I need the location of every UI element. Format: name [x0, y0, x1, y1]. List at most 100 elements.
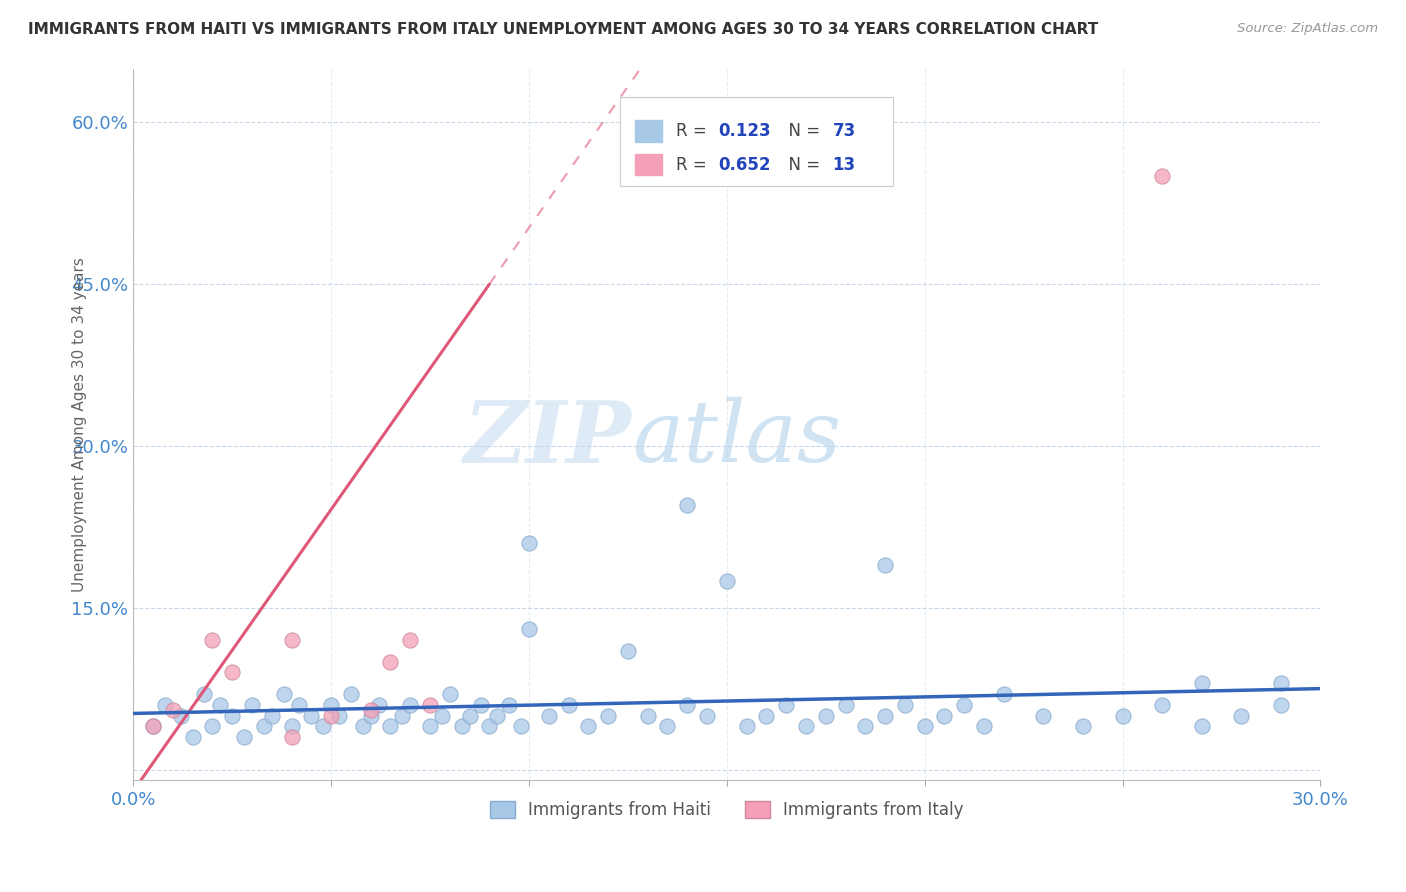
- Bar: [636, 154, 661, 176]
- Point: [280, 633, 302, 648]
- Point: [142, 719, 165, 733]
- Point: [617, 644, 640, 658]
- Point: [1152, 169, 1174, 184]
- Point: [201, 719, 224, 733]
- Point: [439, 687, 461, 701]
- Point: [458, 708, 481, 723]
- Point: [676, 169, 699, 184]
- Point: [1230, 708, 1253, 723]
- Point: [1191, 676, 1213, 690]
- Point: [260, 708, 283, 723]
- Point: [755, 708, 778, 723]
- Point: [735, 719, 758, 733]
- Point: [478, 719, 501, 733]
- Point: [914, 719, 936, 733]
- Text: R =: R =: [676, 155, 711, 174]
- Point: [380, 719, 402, 733]
- Point: [875, 558, 897, 572]
- Point: [181, 730, 204, 744]
- Point: [834, 698, 856, 712]
- Text: N =: N =: [778, 155, 825, 174]
- Point: [1152, 698, 1174, 712]
- Point: [470, 698, 492, 712]
- Point: [676, 698, 699, 712]
- Text: R =: R =: [676, 122, 711, 140]
- Text: 0.652: 0.652: [718, 155, 770, 174]
- Point: [696, 708, 718, 723]
- Point: [299, 708, 322, 723]
- Point: [273, 687, 295, 701]
- Point: [280, 730, 302, 744]
- Point: [367, 698, 389, 712]
- Point: [153, 698, 176, 712]
- Point: [280, 719, 302, 733]
- Point: [596, 708, 619, 723]
- Point: [380, 655, 402, 669]
- Point: [517, 536, 540, 550]
- Text: 0.123: 0.123: [718, 122, 770, 140]
- Text: 13: 13: [832, 155, 856, 174]
- Text: N =: N =: [778, 122, 825, 140]
- Point: [676, 498, 699, 512]
- Text: ZIP: ZIP: [464, 397, 631, 481]
- Point: [201, 633, 224, 648]
- Point: [450, 719, 472, 733]
- Point: [319, 698, 342, 712]
- Point: [537, 708, 560, 723]
- Text: 73: 73: [832, 122, 856, 140]
- Point: [170, 708, 193, 723]
- Point: [973, 719, 995, 733]
- Point: [894, 698, 917, 712]
- Point: [288, 698, 311, 712]
- Point: [716, 574, 738, 588]
- Point: [340, 687, 363, 701]
- Point: [193, 687, 215, 701]
- Point: [498, 698, 520, 712]
- Point: [352, 719, 374, 733]
- Point: [953, 698, 976, 712]
- Point: [399, 698, 422, 712]
- Point: [775, 698, 797, 712]
- Point: [517, 623, 540, 637]
- Point: [657, 719, 679, 733]
- Point: [233, 730, 256, 744]
- Text: IMMIGRANTS FROM HAITI VS IMMIGRANTS FROM ITALY UNEMPLOYMENT AMONG AGES 30 TO 34 : IMMIGRANTS FROM HAITI VS IMMIGRANTS FROM…: [28, 22, 1098, 37]
- FancyBboxPatch shape: [620, 97, 893, 186]
- Point: [430, 708, 453, 723]
- Point: [794, 719, 817, 733]
- Point: [391, 708, 413, 723]
- Point: [1071, 719, 1094, 733]
- Point: [319, 708, 342, 723]
- Point: [1111, 708, 1133, 723]
- Point: [419, 719, 441, 733]
- Point: [419, 698, 441, 712]
- Point: [853, 719, 876, 733]
- Point: [142, 719, 165, 733]
- Point: [360, 703, 382, 717]
- Legend: Immigrants from Haiti, Immigrants from Italy: Immigrants from Haiti, Immigrants from I…: [484, 794, 970, 825]
- Point: [1032, 708, 1054, 723]
- Point: [510, 719, 533, 733]
- Point: [1191, 719, 1213, 733]
- Text: atlas: atlas: [631, 397, 841, 480]
- Point: [557, 698, 579, 712]
- Point: [576, 719, 599, 733]
- Point: [312, 719, 335, 733]
- Point: [1270, 698, 1292, 712]
- Point: [209, 698, 232, 712]
- Text: Unemployment Among Ages 30 to 34 years: Unemployment Among Ages 30 to 34 years: [72, 257, 87, 592]
- Point: [637, 708, 659, 723]
- Bar: [636, 120, 661, 142]
- Point: [934, 708, 956, 723]
- Point: [1270, 676, 1292, 690]
- Point: [875, 708, 897, 723]
- Point: [486, 708, 509, 723]
- Point: [814, 708, 837, 723]
- Point: [399, 633, 422, 648]
- Point: [162, 703, 184, 717]
- Point: [253, 719, 276, 733]
- Point: [328, 708, 350, 723]
- Point: [240, 698, 263, 712]
- Point: [221, 665, 243, 680]
- Point: [993, 687, 1015, 701]
